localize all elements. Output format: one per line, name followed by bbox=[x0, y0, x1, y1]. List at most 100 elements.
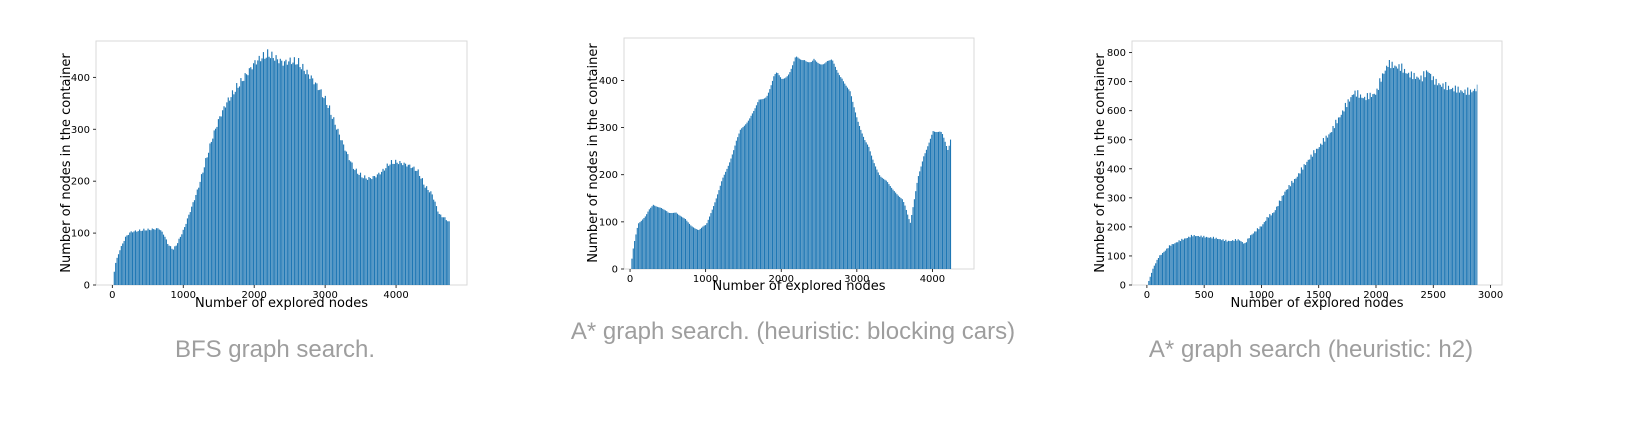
bar bbox=[1420, 75, 1422, 285]
bar bbox=[727, 165, 729, 269]
bar bbox=[1445, 82, 1447, 285]
bar bbox=[1263, 222, 1265, 285]
bar bbox=[414, 170, 416, 285]
bar bbox=[295, 64, 297, 285]
y-tick-label: 400 bbox=[71, 73, 90, 84]
bar bbox=[179, 236, 182, 285]
astar-blocking-caption: A* graph search. (heuristic: blocking ca… bbox=[570, 318, 1016, 345]
bar bbox=[376, 174, 378, 285]
bar bbox=[927, 146, 929, 269]
bar bbox=[714, 202, 716, 269]
bar bbox=[887, 182, 889, 269]
bar bbox=[416, 170, 418, 285]
bar bbox=[371, 179, 373, 285]
bar bbox=[636, 227, 638, 269]
bar bbox=[705, 225, 707, 269]
bar bbox=[132, 232, 134, 285]
bar bbox=[1181, 238, 1183, 285]
bar bbox=[1251, 234, 1253, 285]
bar bbox=[904, 205, 906, 269]
bar bbox=[274, 60, 276, 285]
bar bbox=[683, 218, 685, 269]
bar bbox=[1427, 71, 1429, 285]
bar bbox=[205, 158, 207, 285]
bar bbox=[771, 80, 774, 269]
bar bbox=[817, 62, 819, 269]
bar bbox=[168, 245, 170, 285]
bar bbox=[1281, 195, 1283, 285]
bar bbox=[917, 176, 919, 269]
bar bbox=[735, 140, 737, 269]
bar bbox=[824, 63, 826, 269]
bar bbox=[164, 236, 166, 285]
bar bbox=[692, 227, 695, 269]
bar bbox=[916, 182, 918, 269]
bar bbox=[1233, 240, 1235, 285]
bar bbox=[1410, 71, 1412, 285]
bar bbox=[312, 78, 314, 285]
bar bbox=[286, 64, 288, 285]
bar bbox=[336, 129, 338, 285]
bar bbox=[348, 160, 350, 285]
y-tick-label: 300 bbox=[599, 123, 618, 134]
bar bbox=[1285, 189, 1287, 285]
bar bbox=[711, 209, 713, 269]
bar bbox=[770, 85, 772, 270]
bar bbox=[130, 231, 132, 285]
bar bbox=[378, 172, 380, 285]
x-axis-label: Number of explored nodes bbox=[713, 279, 886, 294]
bar bbox=[241, 81, 243, 285]
bar bbox=[193, 200, 196, 285]
bar bbox=[937, 131, 940, 269]
x-tick-label: 2000 bbox=[1363, 290, 1388, 301]
bar bbox=[632, 248, 634, 269]
bar bbox=[1210, 237, 1212, 285]
bar bbox=[909, 222, 911, 269]
bar bbox=[1280, 200, 1282, 285]
bar bbox=[1368, 99, 1370, 285]
bar bbox=[1417, 77, 1419, 285]
bar bbox=[1336, 123, 1338, 285]
bar bbox=[303, 70, 305, 285]
bar bbox=[281, 60, 283, 286]
bar bbox=[326, 104, 328, 285]
bar bbox=[1270, 215, 1272, 285]
bar bbox=[830, 59, 832, 269]
bar bbox=[248, 68, 250, 286]
bar bbox=[330, 114, 332, 285]
bar bbox=[635, 234, 637, 269]
bar bbox=[1170, 245, 1172, 285]
bar bbox=[719, 185, 721, 269]
bar bbox=[1452, 87, 1454, 285]
bar bbox=[866, 144, 869, 269]
bar bbox=[848, 89, 850, 270]
bar bbox=[1313, 150, 1315, 285]
bar bbox=[224, 107, 227, 285]
bar bbox=[862, 136, 865, 269]
bar bbox=[743, 125, 745, 269]
bar bbox=[832, 60, 834, 270]
bar bbox=[1366, 93, 1368, 285]
bar bbox=[230, 97, 232, 285]
bar bbox=[1342, 110, 1344, 286]
bar bbox=[1296, 176, 1298, 285]
bar bbox=[1227, 240, 1230, 285]
bar bbox=[1208, 237, 1210, 285]
bar bbox=[1218, 239, 1220, 285]
bar bbox=[1232, 240, 1234, 285]
bar bbox=[1265, 220, 1267, 285]
bar bbox=[119, 250, 121, 285]
bar bbox=[419, 175, 421, 285]
bar bbox=[285, 59, 287, 285]
bar bbox=[1293, 179, 1296, 285]
bar bbox=[854, 112, 857, 269]
bar bbox=[185, 223, 187, 285]
bar bbox=[650, 207, 652, 269]
bar bbox=[767, 92, 770, 269]
bar bbox=[245, 74, 248, 286]
bar bbox=[1197, 235, 1199, 285]
bar bbox=[643, 217, 645, 269]
bar bbox=[178, 238, 180, 285]
bar bbox=[1456, 92, 1458, 286]
